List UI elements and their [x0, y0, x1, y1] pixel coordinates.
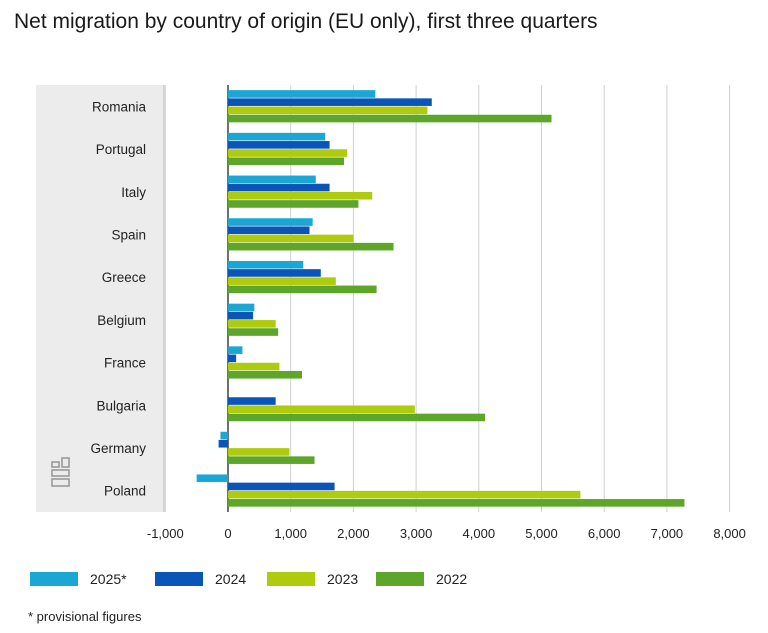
- category-label: Belgium: [97, 313, 146, 328]
- legend: 2025* 2024 2023 2022: [30, 568, 750, 592]
- x-tick-label: -1,000: [147, 526, 184, 541]
- bar: [228, 354, 237, 363]
- legend-item-2025: 2025*: [30, 568, 127, 590]
- bar: [228, 90, 376, 98]
- bar: [228, 226, 310, 235]
- category-label: Italy: [121, 185, 146, 200]
- bar: [228, 175, 316, 184]
- category-panel: [36, 85, 164, 512]
- category-label: Greece: [102, 270, 146, 285]
- bar: [228, 370, 302, 379]
- bar: [228, 106, 428, 115]
- bar: [228, 490, 581, 499]
- bar: [228, 242, 394, 251]
- bar: [228, 362, 280, 371]
- legend-item-2022: 2022: [376, 568, 467, 590]
- category-label: Bulgaria: [96, 398, 146, 413]
- legend-swatch-2023: [267, 572, 315, 586]
- bar: [228, 285, 377, 294]
- bar: [196, 474, 228, 483]
- bar: [228, 141, 330, 149]
- bar: [228, 346, 243, 354]
- footnote: * provisional figures: [28, 609, 142, 624]
- legend-label-2025: 2025*: [90, 571, 127, 587]
- bar: [228, 260, 304, 269]
- bar: [228, 183, 330, 192]
- bar: [228, 149, 348, 157]
- x-tick-label: 5,000: [525, 526, 558, 541]
- bar: [228, 482, 335, 491]
- bar: [228, 448, 290, 456]
- legend-item-2023: 2023: [267, 568, 358, 590]
- bar: [218, 439, 228, 448]
- bar: [228, 413, 486, 422]
- category-label: Spain: [111, 227, 146, 242]
- x-tick-label: 6,000: [588, 526, 621, 541]
- bar: [228, 191, 373, 200]
- legend-swatch-2025: [30, 572, 78, 586]
- bar: [228, 234, 354, 243]
- legend-label-2022: 2022: [436, 571, 468, 587]
- logo-block: [51, 469, 70, 477]
- bar: [228, 114, 552, 123]
- category-label: Poland: [104, 484, 146, 499]
- x-tick-label: 7,000: [651, 526, 684, 541]
- bar: [228, 157, 344, 166]
- category-label: Germany: [90, 441, 146, 456]
- logo-block: [51, 461, 60, 468]
- legend-swatch-2022: [376, 572, 424, 586]
- legend-swatch-2024: [155, 572, 203, 586]
- category-label: Portugal: [96, 142, 146, 157]
- bar: [228, 98, 432, 106]
- bar: [228, 311, 254, 320]
- x-tick-label: 2,000: [337, 526, 370, 541]
- bar: [228, 328, 279, 336]
- bar: [228, 200, 359, 208]
- category-label: France: [104, 356, 146, 371]
- bar: [220, 431, 228, 440]
- legend-item-2024: 2024: [155, 568, 246, 590]
- logo-block: [61, 457, 70, 468]
- x-tick-label: 1,000: [274, 526, 307, 541]
- x-tick-label: 3,000: [400, 526, 433, 541]
- bar: [228, 320, 276, 328]
- bar-chart: Romania Portugal Italy Spain Greece Belgium Fr…: [36, 85, 746, 541]
- legend-label-2023: 2023: [327, 571, 359, 587]
- bar: [228, 499, 685, 507]
- bar: [228, 218, 313, 226]
- x-tick-label: 0: [224, 526, 231, 541]
- bar: [228, 303, 255, 312]
- cbs-logo-icon: [51, 457, 70, 487]
- logo-block: [51, 478, 70, 487]
- legend-label-2024: 2024: [215, 571, 247, 587]
- bar: [228, 456, 315, 464]
- bar: [228, 132, 326, 141]
- category-label: Romania: [92, 99, 147, 114]
- bar: [228, 397, 276, 405]
- bar: [228, 277, 336, 285]
- x-tick-label: 4,000: [463, 526, 496, 541]
- bar: [228, 405, 415, 414]
- x-tick-label: 8,000: [713, 526, 746, 541]
- chart-title: Net migration by country of origin (EU o…: [14, 10, 598, 33]
- bar: [228, 269, 321, 277]
